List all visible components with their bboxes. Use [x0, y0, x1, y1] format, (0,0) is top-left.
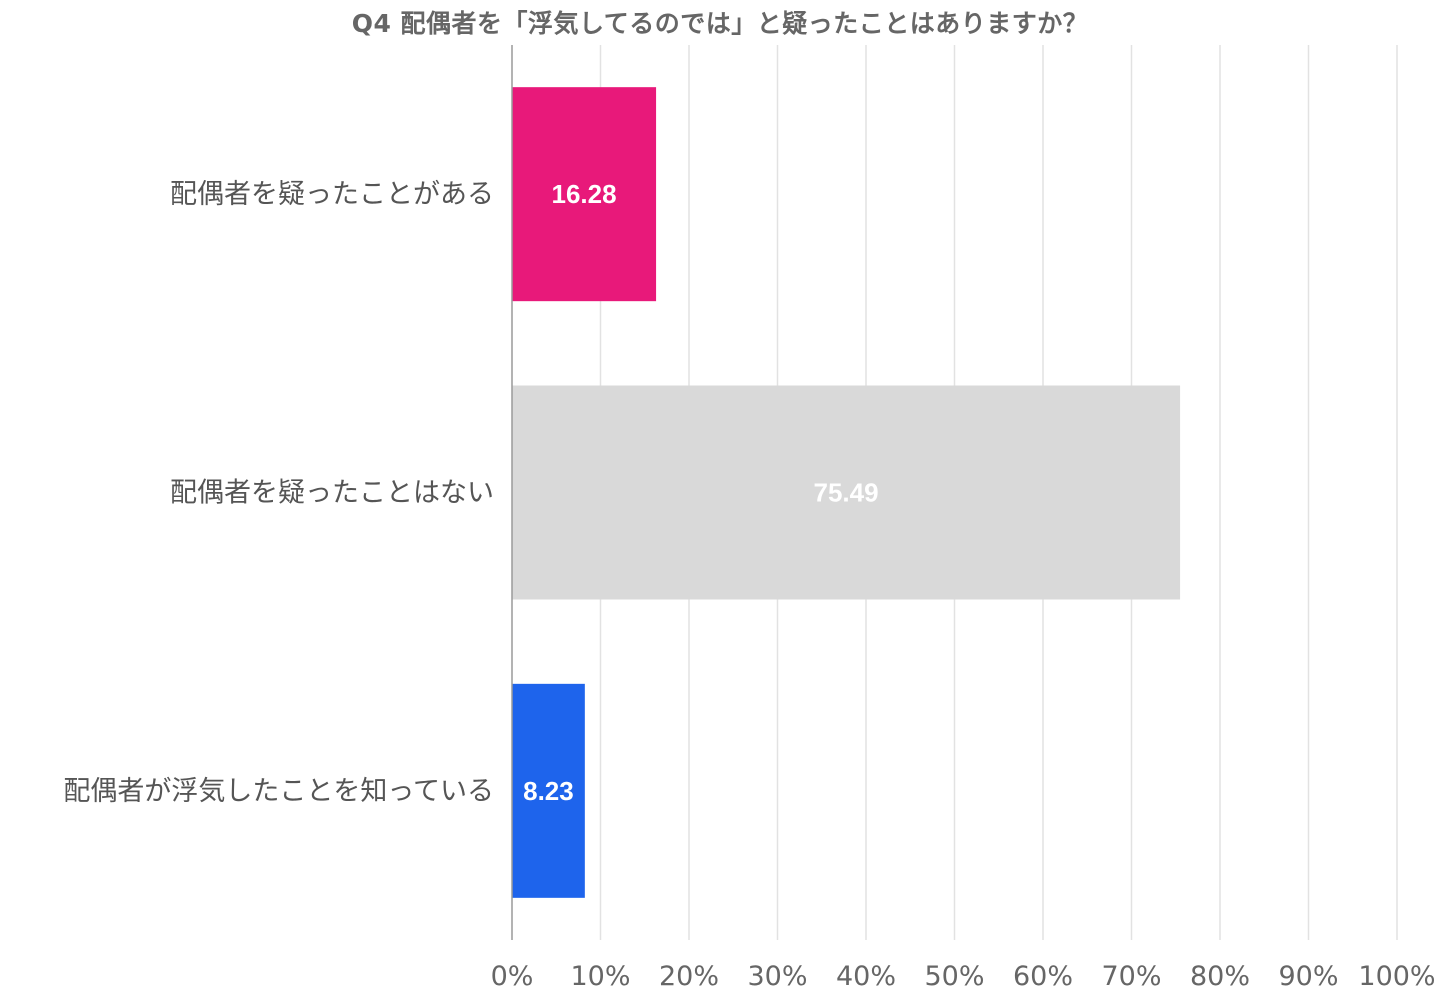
- category-label-2: 配偶者が浮気したことを知っている: [63, 776, 494, 807]
- x-tick-label-90: 90%: [1278, 961, 1338, 992]
- bars: [512, 87, 1181, 898]
- x-tick-label-80: 80%: [1190, 961, 1250, 992]
- value-label-1: 75.49: [814, 478, 879, 508]
- value-label-2: 8.23: [523, 776, 574, 806]
- labels: 0% 10% 20% 30% 40% 50% 60% 70% 80% 90% 100% 配偶者を疑った…: [63, 179, 1435, 992]
- category-label-0: 配偶者を疑ったことがある: [170, 179, 494, 210]
- x-tick-label-10: 10%: [570, 961, 630, 992]
- bar-1: [512, 385, 1181, 600]
- x-tick-label-70: 70%: [1101, 961, 1161, 992]
- x-tick-label-50: 50%: [924, 961, 984, 992]
- bar-0: [512, 87, 657, 302]
- x-tick-label-30: 30%: [747, 961, 807, 992]
- x-tick-label-40: 40%: [836, 961, 896, 992]
- x-tick-label-20: 20%: [659, 961, 719, 992]
- x-tick-label-0: 0%: [491, 961, 534, 992]
- chart-title: Q4 配偶者を「浮気してるのでは」と疑ったことはありますか？: [351, 9, 1089, 38]
- category-label-1: 配偶者を疑ったことはない: [170, 478, 494, 509]
- value-label-0: 16.28: [551, 179, 616, 209]
- x-tick-label-100: 100%: [1358, 961, 1435, 992]
- x-tick-label-60: 60%: [1013, 961, 1073, 992]
- bar-2: [512, 683, 585, 898]
